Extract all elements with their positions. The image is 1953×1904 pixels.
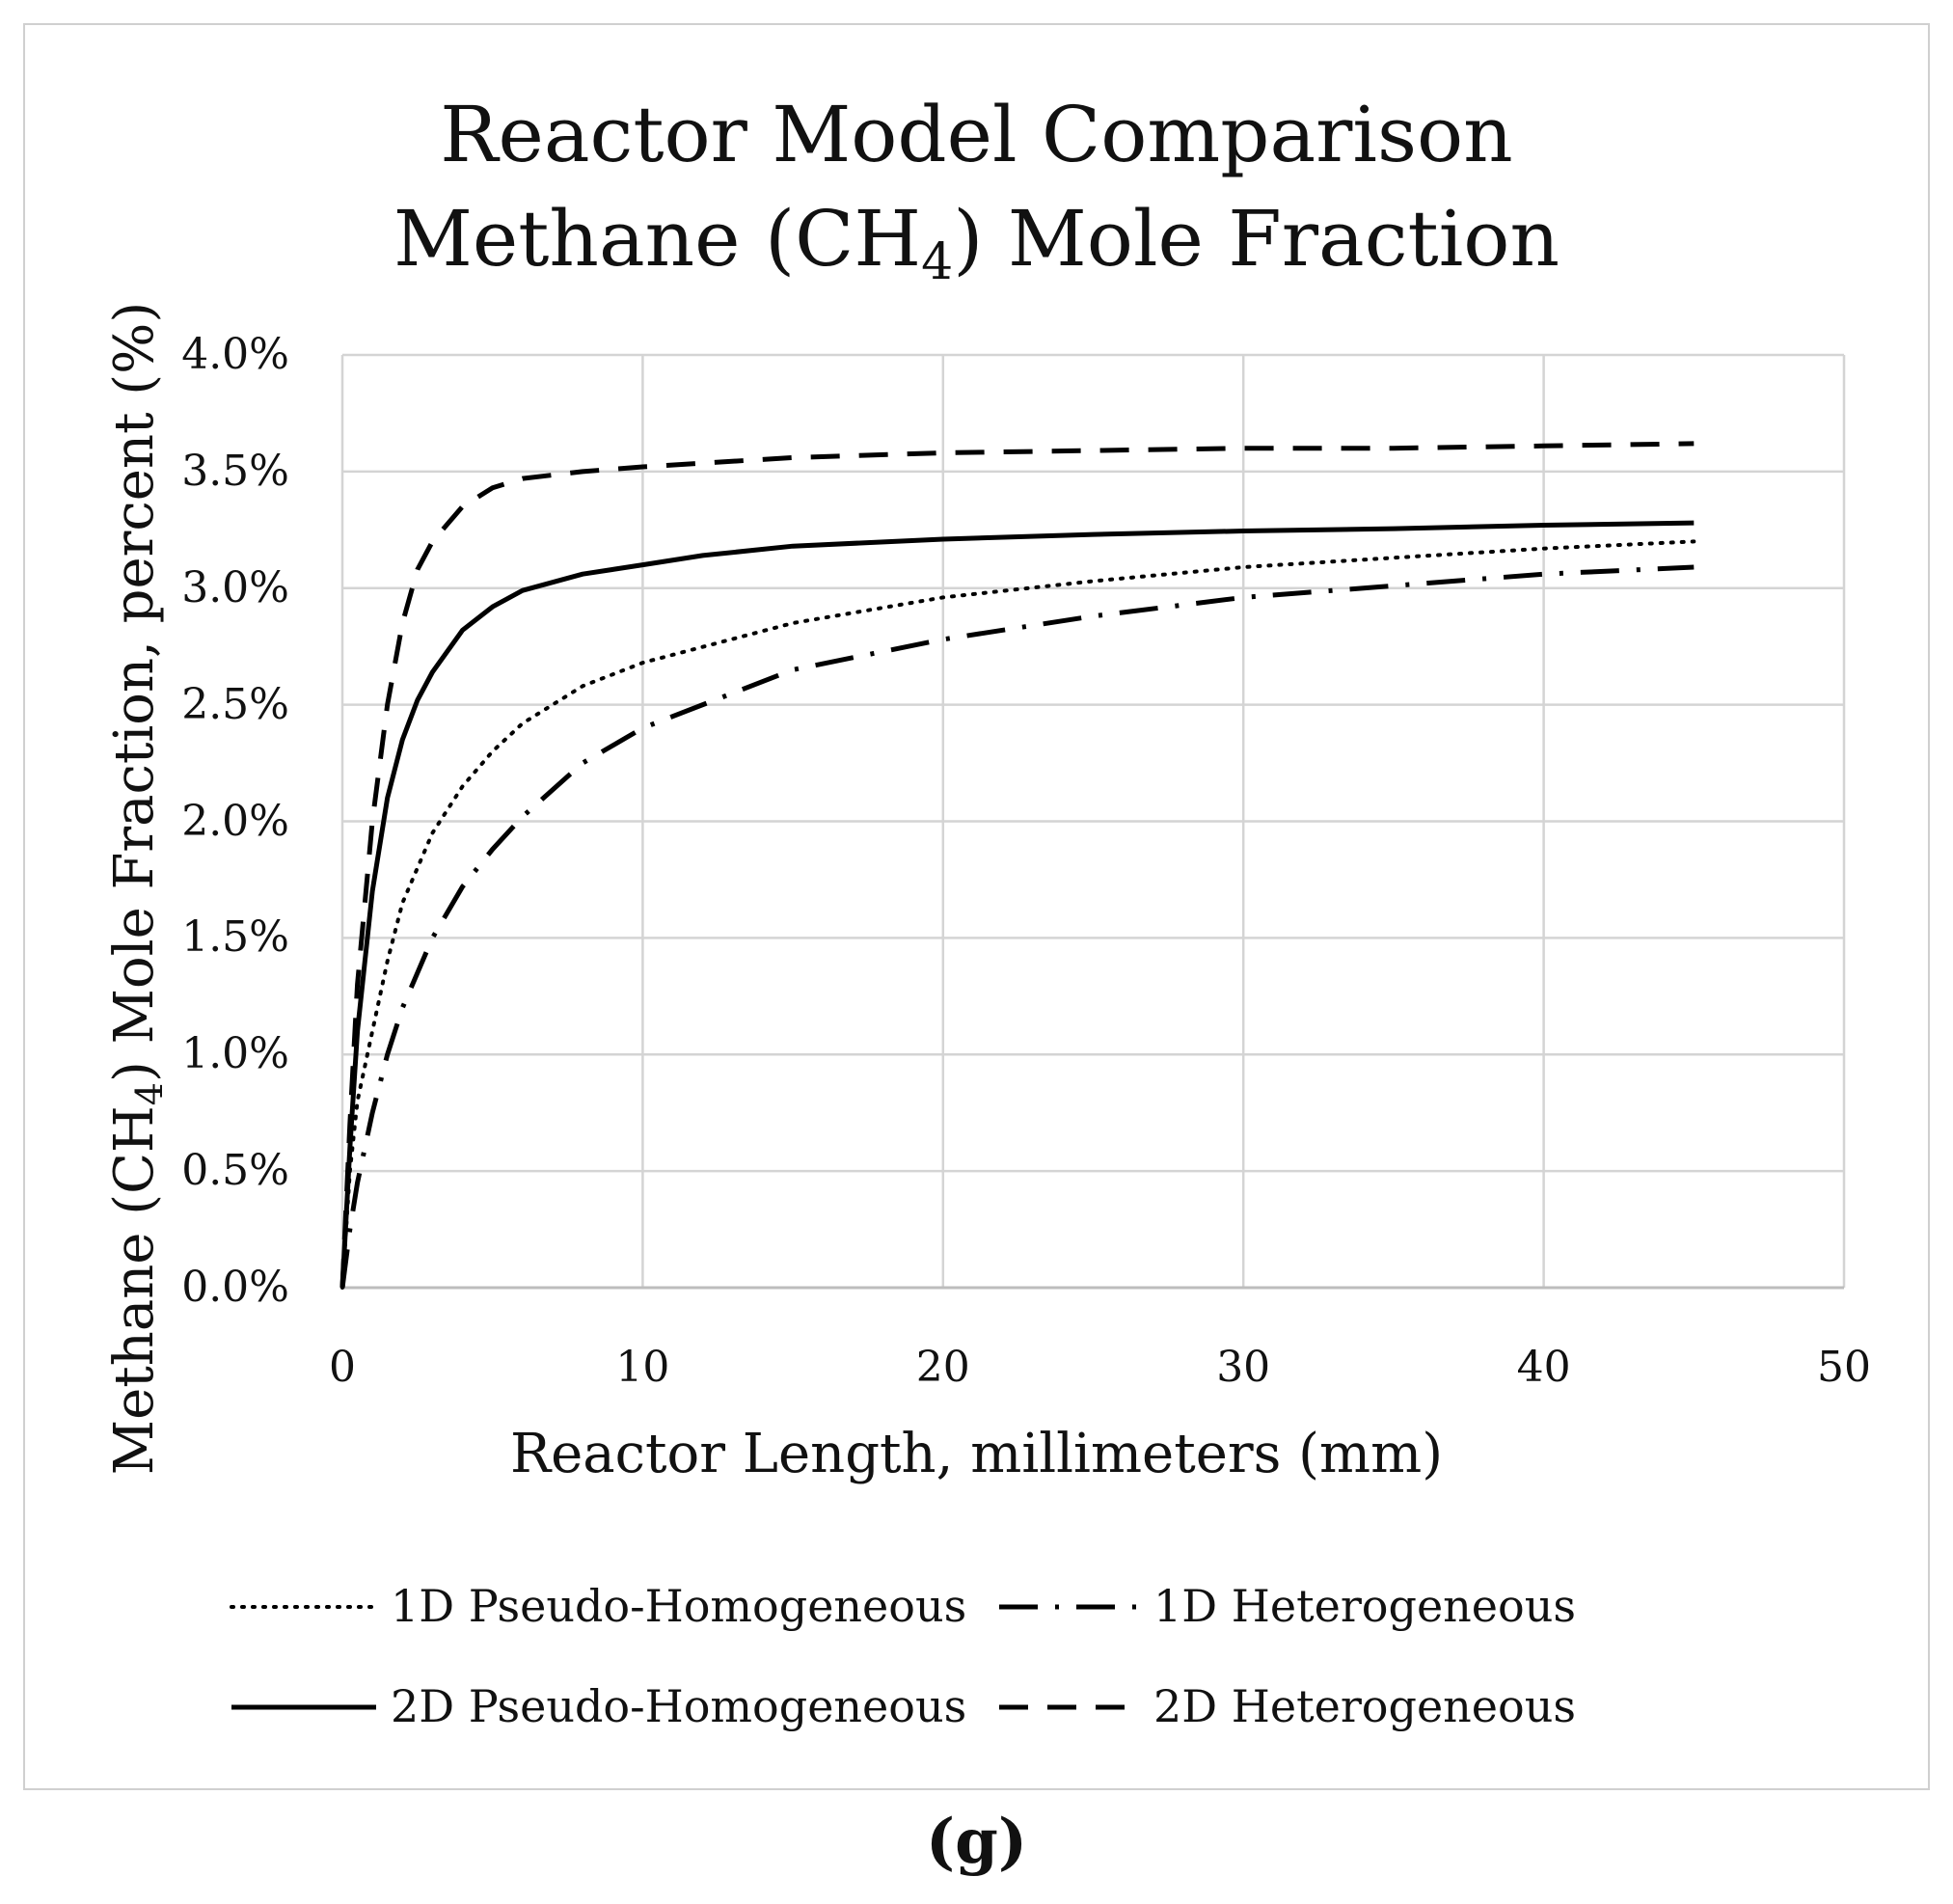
x-tick-label: 20 <box>915 1343 970 1392</box>
y-tick-label: 0.0% <box>181 1263 289 1312</box>
legend-label: 2D Heterogeneous <box>1153 1680 1576 1732</box>
y-tick-label: 3.5% <box>181 446 289 496</box>
x-tick-label: 0 <box>329 1343 356 1392</box>
legend-layer <box>230 1604 1144 1710</box>
legend-label: 1D Heterogeneous <box>1153 1580 1576 1632</box>
y-tick-label: 2.5% <box>181 679 289 729</box>
y-tick-label: 0.5% <box>181 1146 289 1196</box>
legend-label: 2D Pseudo-Homogeneous <box>391 1680 967 1732</box>
y-tick-label: 4.0% <box>181 330 289 379</box>
grid-layer <box>340 353 1846 1290</box>
series-line-2d-heterogeneous <box>339 441 1695 1289</box>
y-axis-label: Methane (CH4) Mole Fraction, percent (%) <box>103 301 171 1476</box>
chart-frame <box>23 23 1930 1790</box>
x-axis-label: Reactor Length, millimeters (mm) <box>509 1423 1444 1485</box>
series-line-2d-pseudo-homogeneous <box>339 520 1695 1289</box>
series-line-1d-heterogeneous <box>339 564 1695 1289</box>
x-tick-label: 30 <box>1216 1343 1271 1392</box>
x-tick-label: 40 <box>1516 1343 1571 1392</box>
legend-label: 1D Pseudo-Homogeneous <box>391 1580 967 1632</box>
y-tick-label: 2.0% <box>181 796 289 846</box>
chart-subtitle: Methane (CH4) Mole Fraction <box>393 194 1560 291</box>
y-tick-label: 1.5% <box>181 912 289 963</box>
series-line-1d-pseudo-homogeneous <box>340 539 1696 1290</box>
series-layer <box>339 441 1696 1290</box>
x-tick-label: 50 <box>1817 1343 1871 1392</box>
y-tick-label: 1.0% <box>181 1029 289 1079</box>
chart-title: Reactor Model Comparison <box>440 90 1513 179</box>
figure-caption: (g) <box>925 1806 1028 1878</box>
y-tick-label: 3.0% <box>181 562 289 612</box>
x-tick-label: 10 <box>615 1343 670 1392</box>
